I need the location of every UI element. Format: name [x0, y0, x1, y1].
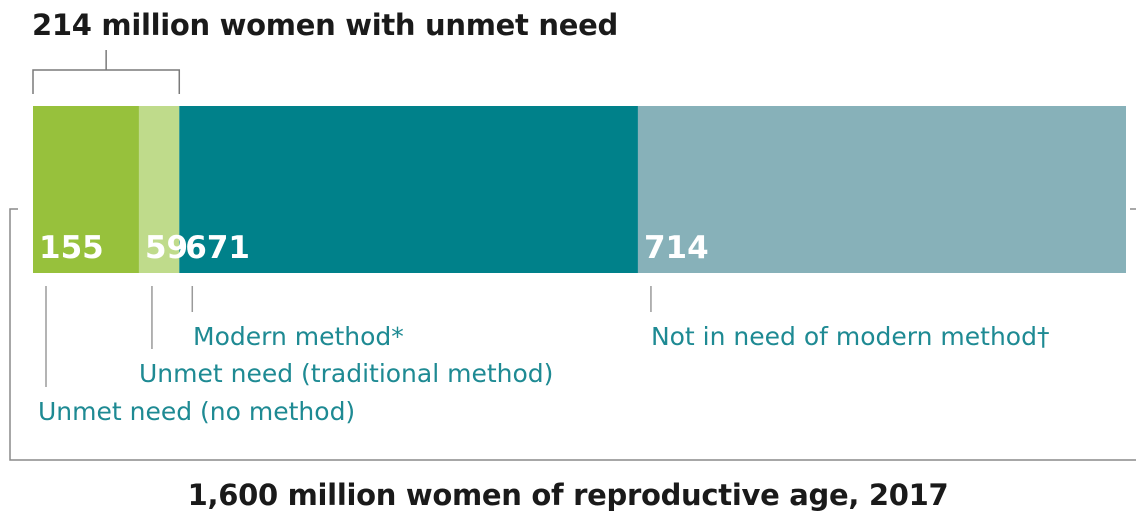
category-label-3: Modern method*	[193, 322, 404, 351]
bar-segment-3	[179, 106, 638, 273]
bar-segment-1	[33, 106, 139, 273]
chart-title: 214 million women with unmet need	[32, 8, 618, 42]
bar-segment-2	[138, 106, 180, 273]
category-label-4: Not in need of modern method†	[651, 322, 1050, 351]
chart-footer: 1,600 million women of reproductive age,…	[187, 478, 949, 512]
value-label-3: 671	[185, 230, 250, 266]
bar-segment-4	[637, 106, 1126, 273]
value-label-1: 155	[39, 230, 104, 266]
total-bracket	[9, 208, 1136, 461]
unmet-need-bracket	[32, 69, 181, 94]
category-label-1: Unmet need (no method)	[38, 397, 355, 426]
category-label-2: Unmet need (traditional method)	[139, 359, 553, 388]
value-label-4: 714	[644, 230, 709, 266]
value-label-2: 59	[145, 230, 188, 266]
